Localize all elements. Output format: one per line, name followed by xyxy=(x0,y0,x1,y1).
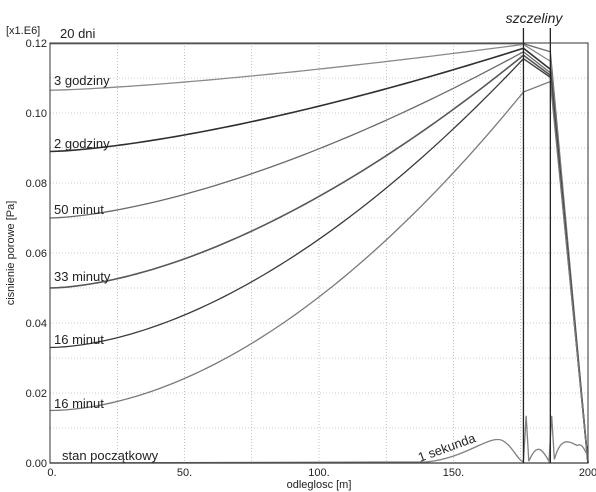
series-line xyxy=(50,43,589,464)
x-tick-label: 100. xyxy=(308,467,329,479)
series-label: 16 minut xyxy=(54,332,104,347)
fractures xyxy=(522,28,551,463)
series-label: stan początkowy xyxy=(62,448,159,463)
y-tick-label: 0.00 xyxy=(26,458,47,470)
series-label: 16 minut xyxy=(54,396,104,411)
series-line xyxy=(49,415,589,464)
fractures-label: szczeliny xyxy=(506,10,564,26)
y-axis-label: cisnienie porowe [Pa] xyxy=(5,201,17,306)
series-label: 20 dni xyxy=(60,26,96,41)
y-tick-label: 0.04 xyxy=(26,318,47,330)
series-line xyxy=(49,54,589,464)
series-label: 50 minut xyxy=(54,202,104,217)
y-tick-label: 0.02 xyxy=(26,388,47,400)
series-label: 33 minuty xyxy=(54,269,111,284)
x-axis-label: odleglosc [m] xyxy=(287,479,352,491)
x-tick-label: 0. xyxy=(47,467,56,479)
ticks: 0. 50. 100. 150. 200 0.00 0.02 0.04 0.06 0.08 0.10… xyxy=(26,38,596,479)
series-line xyxy=(49,47,589,464)
y-tick-label: 0.12 xyxy=(26,38,47,50)
plot-frame xyxy=(49,42,589,464)
y-tick-label: 0.10 xyxy=(26,108,47,120)
grid xyxy=(50,42,588,463)
y-tick-label: 0.06 xyxy=(26,248,47,260)
x-tick-label: 150. xyxy=(443,467,464,479)
y-tick-label: 0.08 xyxy=(26,178,47,190)
series-line xyxy=(49,80,589,464)
y-multiplier: [x1.E6] xyxy=(6,25,40,37)
series-label: 2 godziny xyxy=(54,136,110,151)
series-line xyxy=(49,43,589,464)
series-line xyxy=(49,57,589,464)
x-tick-label: 200 xyxy=(579,467,596,479)
x-tick-label: 50. xyxy=(177,467,192,479)
series-line xyxy=(49,50,589,464)
series-label: 3 godziny xyxy=(54,73,110,88)
